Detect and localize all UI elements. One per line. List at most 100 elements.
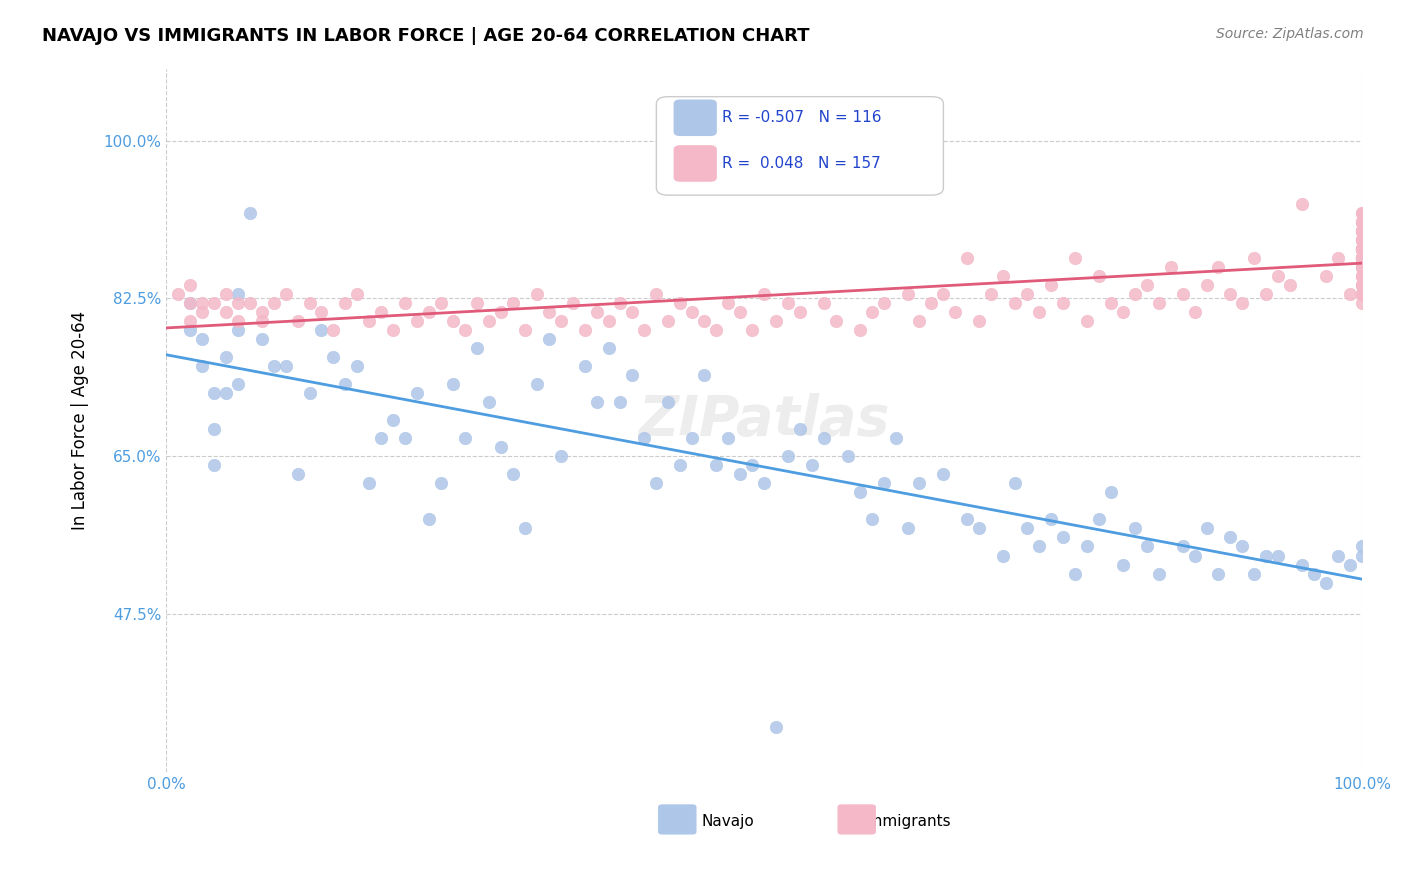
Point bbox=[1267, 549, 1289, 563]
Point bbox=[1017, 521, 1039, 535]
Point bbox=[776, 296, 799, 310]
Point bbox=[896, 521, 918, 535]
Point bbox=[920, 296, 942, 310]
Point bbox=[908, 476, 931, 491]
Point bbox=[1351, 287, 1374, 301]
Point bbox=[1256, 549, 1278, 563]
Point bbox=[1327, 549, 1350, 563]
Point bbox=[202, 296, 225, 310]
Point bbox=[1351, 251, 1374, 265]
Text: NAVAJO VS IMMIGRANTS IN LABOR FORCE | AGE 20-64 CORRELATION CHART: NAVAJO VS IMMIGRANTS IN LABOR FORCE | AG… bbox=[42, 27, 810, 45]
Point bbox=[215, 287, 238, 301]
Point bbox=[1351, 251, 1374, 265]
Point bbox=[1195, 277, 1218, 292]
Point bbox=[287, 314, 309, 328]
Point bbox=[311, 323, 333, 337]
Point bbox=[1351, 251, 1374, 265]
Point bbox=[1351, 251, 1374, 265]
Point bbox=[179, 314, 201, 328]
Point bbox=[179, 296, 201, 310]
Point bbox=[717, 431, 740, 445]
Point bbox=[335, 377, 357, 392]
Point bbox=[1064, 566, 1087, 581]
Point bbox=[1339, 287, 1361, 301]
Point bbox=[1351, 233, 1374, 247]
Point bbox=[191, 332, 214, 346]
Point bbox=[1147, 296, 1170, 310]
Point bbox=[728, 305, 751, 319]
Point bbox=[478, 314, 501, 328]
Point bbox=[621, 305, 644, 319]
Point bbox=[1123, 287, 1146, 301]
Point bbox=[657, 395, 679, 409]
Point bbox=[1351, 224, 1374, 238]
Point bbox=[370, 431, 392, 445]
Point bbox=[335, 296, 357, 310]
Point bbox=[1351, 251, 1374, 265]
Point bbox=[263, 296, 285, 310]
Point bbox=[454, 431, 477, 445]
Text: Navajo: Navajo bbox=[702, 814, 755, 829]
Point bbox=[669, 458, 692, 473]
Point bbox=[1351, 242, 1374, 256]
Point bbox=[1076, 314, 1098, 328]
Point bbox=[1243, 251, 1265, 265]
Point bbox=[418, 512, 440, 526]
Point bbox=[932, 467, 955, 482]
Text: Source: ZipAtlas.com: Source: ZipAtlas.com bbox=[1216, 27, 1364, 41]
Point bbox=[609, 395, 631, 409]
Point bbox=[848, 485, 870, 500]
Point bbox=[1351, 224, 1374, 238]
Point bbox=[1160, 260, 1182, 274]
Point bbox=[704, 458, 727, 473]
Point bbox=[454, 323, 477, 337]
Point bbox=[441, 314, 464, 328]
Point bbox=[704, 323, 727, 337]
Point bbox=[1351, 251, 1374, 265]
Point bbox=[1351, 242, 1374, 256]
Point bbox=[1208, 260, 1230, 274]
Point bbox=[1064, 251, 1087, 265]
Point bbox=[681, 305, 703, 319]
Point bbox=[657, 314, 679, 328]
Point bbox=[1219, 531, 1241, 545]
Point bbox=[550, 314, 572, 328]
Point bbox=[1351, 549, 1374, 563]
Point bbox=[382, 323, 405, 337]
Point bbox=[717, 296, 740, 310]
Point bbox=[1351, 215, 1374, 229]
Point bbox=[1040, 512, 1063, 526]
Point bbox=[1351, 277, 1374, 292]
Point bbox=[645, 476, 668, 491]
Point bbox=[359, 476, 381, 491]
Point bbox=[537, 332, 560, 346]
Point bbox=[215, 305, 238, 319]
Point bbox=[789, 422, 811, 436]
Point bbox=[226, 296, 249, 310]
Point bbox=[574, 323, 596, 337]
Point bbox=[1351, 287, 1374, 301]
Point bbox=[943, 305, 966, 319]
Point bbox=[1351, 242, 1374, 256]
Point bbox=[1327, 251, 1350, 265]
Point bbox=[896, 287, 918, 301]
Point bbox=[872, 296, 894, 310]
Point bbox=[322, 323, 344, 337]
Point bbox=[1351, 268, 1374, 283]
Point bbox=[1184, 305, 1206, 319]
Point bbox=[250, 305, 273, 319]
Point bbox=[1351, 242, 1374, 256]
Point bbox=[574, 359, 596, 373]
Point bbox=[1088, 512, 1111, 526]
Point bbox=[1351, 206, 1374, 220]
Point bbox=[765, 720, 787, 734]
Point bbox=[502, 296, 524, 310]
Point bbox=[1099, 485, 1122, 500]
Point bbox=[1315, 268, 1337, 283]
Point bbox=[789, 305, 811, 319]
Point bbox=[1351, 242, 1374, 256]
Point bbox=[1351, 224, 1374, 238]
Point bbox=[287, 467, 309, 482]
Point bbox=[1351, 260, 1374, 274]
Point bbox=[202, 422, 225, 436]
